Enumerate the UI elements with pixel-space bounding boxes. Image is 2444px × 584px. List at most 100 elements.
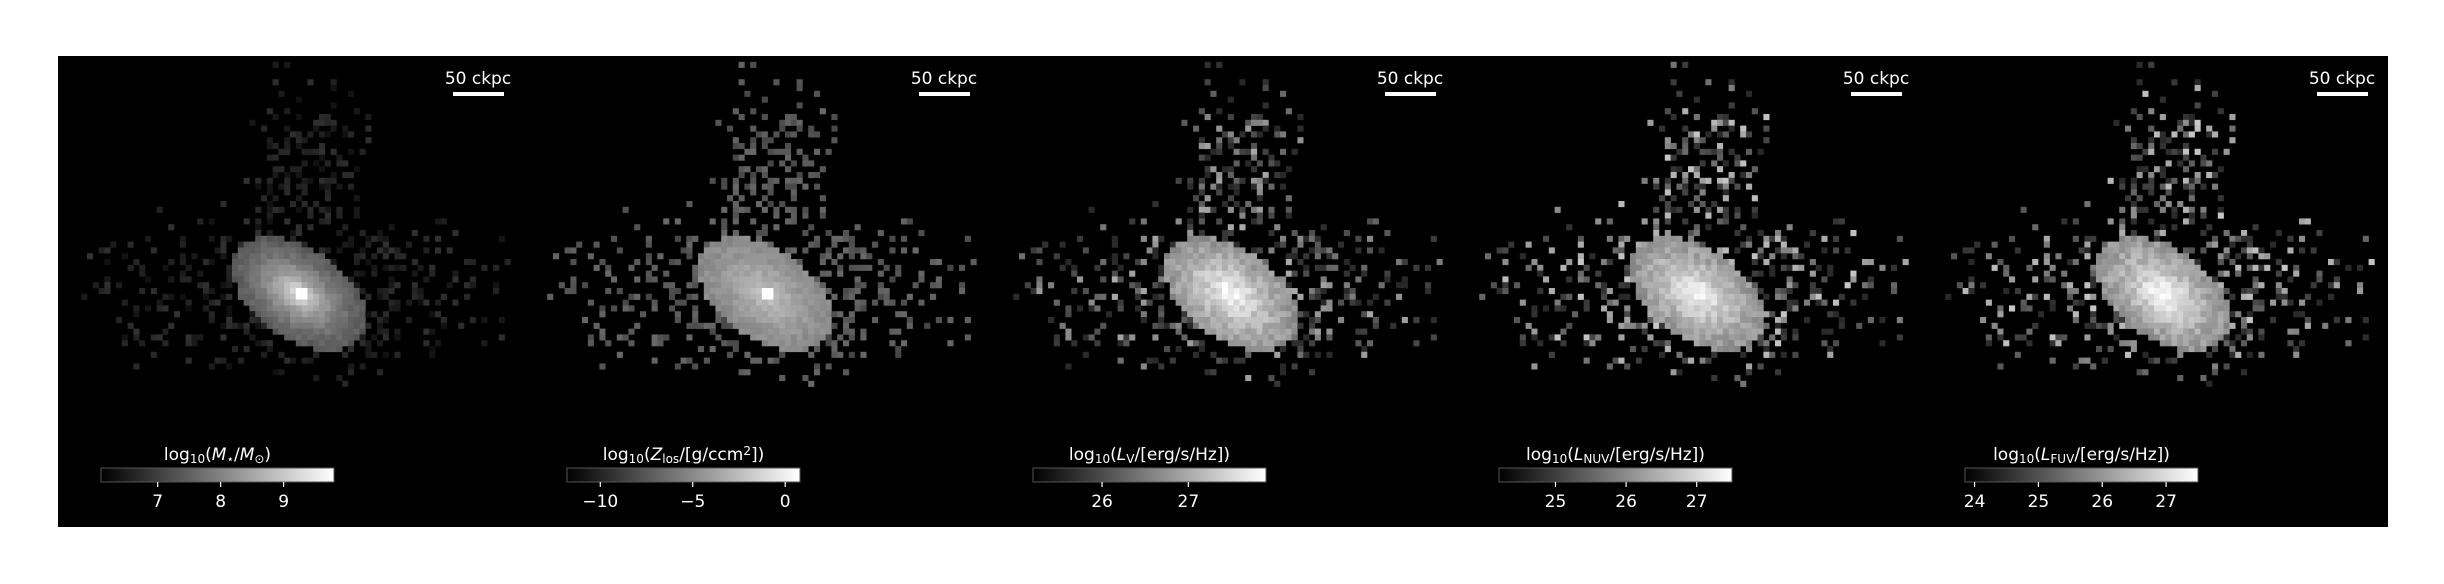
map-pixel xyxy=(2194,299,2201,306)
map-pixel xyxy=(1786,288,1793,295)
map-pixel xyxy=(1367,311,1374,318)
map-pixel xyxy=(1256,270,1263,277)
map-pixel xyxy=(2084,357,2091,364)
map-pixel xyxy=(935,276,942,283)
map-pixel xyxy=(1245,160,1252,167)
map-pixel xyxy=(1036,276,1043,283)
map-pixel xyxy=(2275,293,2282,300)
map-pixel xyxy=(1705,206,1712,213)
map-pixel xyxy=(261,195,268,202)
map-pixel xyxy=(1280,288,1287,295)
map-pixel xyxy=(785,206,792,213)
map-pixel xyxy=(313,259,320,266)
map-pixel xyxy=(2072,311,2079,318)
map-pixel xyxy=(307,322,314,329)
map-pixel xyxy=(179,235,186,242)
map-pixel xyxy=(1653,230,1660,237)
map-pixel xyxy=(756,282,763,289)
map-pixel xyxy=(1216,293,1223,300)
map-pixel xyxy=(802,299,809,306)
map-pixel xyxy=(1239,328,1246,335)
map-pixel xyxy=(1338,299,1345,306)
map-pixel xyxy=(1233,247,1240,254)
map-pixel xyxy=(761,317,768,324)
map-pixel xyxy=(587,253,594,260)
map-pixel xyxy=(336,270,343,277)
map-pixel xyxy=(2136,154,2143,161)
map-pixel xyxy=(1227,270,1234,277)
map-pixel xyxy=(203,259,210,266)
map-pixel xyxy=(1361,270,1368,277)
map-pixel xyxy=(2142,276,2149,283)
map-pixel xyxy=(848,288,855,295)
map-pixel xyxy=(2119,299,2126,306)
map-pixel xyxy=(761,259,768,266)
map-pixel xyxy=(2177,288,2184,295)
map-pixel xyxy=(2084,253,2091,260)
map-pixel xyxy=(1372,317,1379,324)
map-pixel xyxy=(1233,270,1240,277)
map-pixel xyxy=(1734,282,1741,289)
map-pixel xyxy=(2159,206,2166,213)
map-pixel xyxy=(2194,85,2201,92)
map-pixel xyxy=(2235,334,2242,341)
map-pixel xyxy=(1222,328,1229,335)
scale-bar xyxy=(919,92,970,96)
map-pixel xyxy=(2235,264,2242,271)
map-pixel xyxy=(2096,264,2103,271)
map-pixel xyxy=(2003,264,2010,271)
map-pixel xyxy=(576,241,583,248)
map-pixel xyxy=(440,218,447,225)
map-pixel xyxy=(2154,299,2161,306)
map-pixel xyxy=(133,259,140,266)
map-pixel xyxy=(371,253,378,260)
colorbar-tick-label: 25 xyxy=(2028,492,2050,512)
map-pixel xyxy=(738,276,745,283)
map-pixel xyxy=(2287,247,2294,254)
map-pixel xyxy=(1065,311,1072,318)
map-pixel xyxy=(1682,270,1689,277)
map-pixel xyxy=(1711,276,1718,283)
map-pixel xyxy=(1349,288,1356,295)
map-pixel xyxy=(1065,328,1072,335)
map-pixel xyxy=(319,299,326,306)
map-pixel xyxy=(1280,322,1287,329)
map-pixel xyxy=(715,259,722,266)
map-pixel xyxy=(1204,311,1211,318)
map-pixel xyxy=(1722,311,1729,318)
map-pixel xyxy=(1653,293,1660,300)
map-pixel xyxy=(1210,253,1217,260)
map-pixel xyxy=(1256,340,1263,347)
map-pixel xyxy=(1519,334,1526,341)
map-pixel xyxy=(266,346,273,353)
map-pixel xyxy=(1746,322,1753,329)
map-pixel xyxy=(1326,305,1333,312)
map-pixel xyxy=(435,299,442,306)
map-pixel xyxy=(1297,322,1304,329)
map-pixel xyxy=(2119,253,2126,260)
map-pixel xyxy=(261,305,268,312)
map-pixel xyxy=(2130,264,2137,271)
map-pixel xyxy=(2107,264,2114,271)
map-pixel xyxy=(1554,334,1561,341)
map-pixel xyxy=(411,270,418,277)
map-pixel xyxy=(1867,317,1874,324)
map-pixel xyxy=(2188,276,2195,283)
map-pixel xyxy=(1606,218,1613,225)
map-pixel xyxy=(1291,363,1298,370)
map-pixel xyxy=(645,293,652,300)
map-pixel xyxy=(1274,311,1281,318)
map-pixel xyxy=(1262,276,1269,283)
map-pixel xyxy=(1711,328,1718,335)
colorbar-label: log10(LFUV/[erg/s/Hz]) xyxy=(1993,445,2170,466)
map-pixel xyxy=(406,317,413,324)
map-pixel xyxy=(266,183,273,190)
map-pixel xyxy=(1757,311,1764,318)
map-pixel xyxy=(843,288,850,295)
map-pixel xyxy=(1164,346,1171,353)
map-pixel xyxy=(669,259,676,266)
map-pixel xyxy=(237,276,244,283)
map-pixel xyxy=(2084,282,2091,289)
map-pixel xyxy=(1856,322,1863,329)
map-pixel xyxy=(686,334,693,341)
